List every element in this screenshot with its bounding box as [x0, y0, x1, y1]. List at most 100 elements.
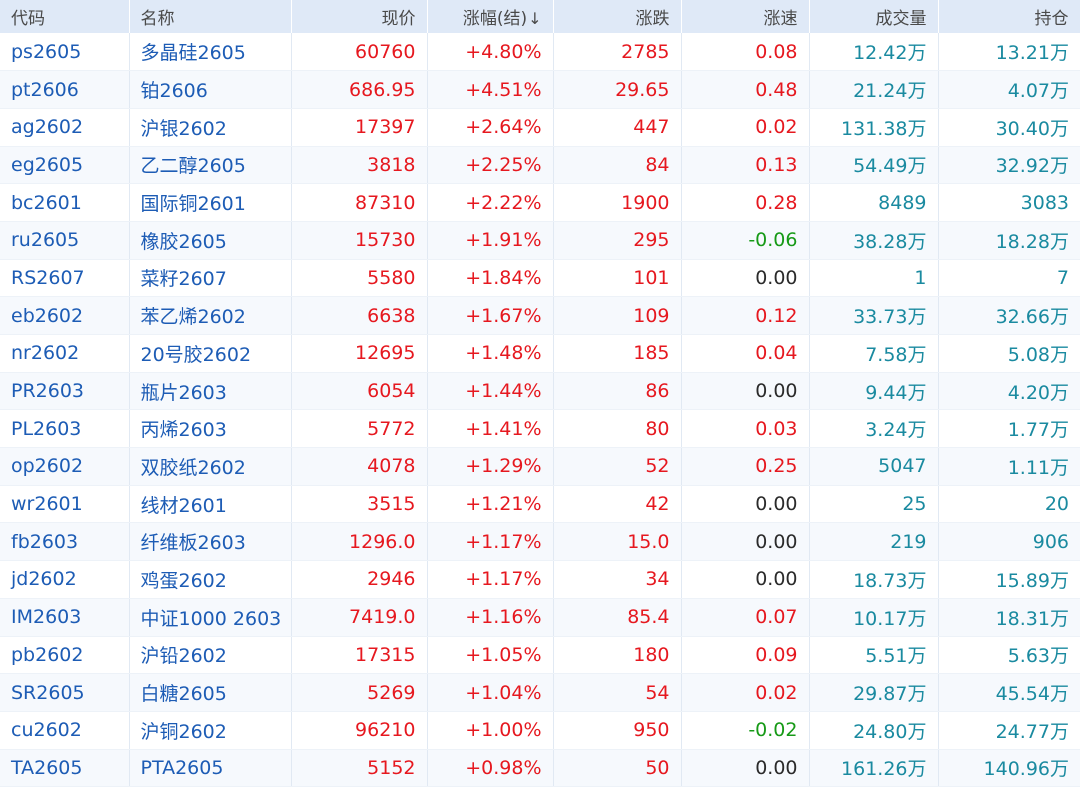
cell-volume: 131.38万: [809, 108, 939, 147]
header-change[interactable]: 涨跌: [553, 0, 682, 33]
cell-speed: 0.03: [681, 409, 810, 449]
cell-change: 180: [553, 636, 682, 675]
table-row[interactable]: ag2602 沪银2602 17397 +2.64% 447 0.02 131.38万 30.…: [0, 108, 1080, 147]
cell-volume: 7.58万: [809, 334, 939, 373]
cell-speed: 0.28: [681, 183, 810, 222]
cell-price: 17397: [291, 108, 428, 147]
cell-change-pct: +1.16%: [427, 598, 554, 637]
header-speed[interactable]: 涨速: [681, 0, 810, 33]
header-name[interactable]: 名称: [129, 0, 292, 33]
cell-open-interest: 5.08万: [938, 334, 1080, 373]
cell-name: 国际铜2601: [129, 183, 292, 222]
table-row[interactable]: jd2602 鸡蛋2602 2946 +1.17% 34 0.00 18.73万 15.89万: [0, 560, 1080, 599]
cell-change-pct: +2.25%: [427, 146, 554, 185]
cell-volume: 38.28万: [809, 221, 939, 260]
cell-change: 85.4: [553, 598, 682, 637]
cell-open-interest: 3083: [938, 183, 1080, 222]
table-row[interactable]: RS2607 菜籽2607 5580 +1.84% 101 0.00 1 7: [0, 259, 1080, 298]
cell-code: fb2603: [0, 522, 130, 562]
cell-change: 447: [553, 108, 682, 147]
table-row[interactable]: IM2603 中证1000 2603 7419.0 +1.16% 85.4 0.07 10.…: [0, 598, 1080, 637]
cell-code: wr2601: [0, 485, 130, 524]
table-row[interactable]: pt2606 铂2606 686.95 +4.51% 29.65 0.48 21.24万 4.…: [0, 70, 1080, 109]
cell-code: bc2601: [0, 183, 130, 222]
cell-open-interest: 7: [938, 259, 1080, 298]
cell-change-pct: +4.51%: [427, 70, 554, 109]
cell-change-pct: +1.44%: [427, 372, 554, 411]
table-row[interactable]: PL2603 丙烯2603 5772 +1.41% 80 0.03 3.24万 1.77万: [0, 409, 1080, 449]
cell-price: 5772: [291, 409, 428, 449]
header-open-interest[interactable]: 持仓: [938, 0, 1080, 33]
table-row[interactable]: pb2602 沪铅2602 17315 +1.05% 180 0.09 5.51万 5.63万: [0, 636, 1080, 675]
cell-open-interest: 140.96万: [938, 749, 1080, 787]
cell-open-interest: 1.77万: [938, 409, 1080, 449]
table-row[interactable]: eb2602 苯乙烯2602 6638 +1.67% 109 0.12 33.73万 32.6…: [0, 296, 1080, 335]
header-change-pct[interactable]: 涨幅(结)↓: [427, 0, 554, 33]
cell-speed: 0.00: [681, 259, 810, 298]
table-row[interactable]: PR2603 瓶片2603 6054 +1.44% 86 0.00 9.44万 4.20万: [0, 372, 1080, 411]
cell-change: 950: [553, 711, 682, 750]
cell-price: 3818: [291, 146, 428, 185]
table-row[interactable]: cu2602 沪铜2602 96210 +1.00% 950 -0.02 24.80万 24.…: [0, 711, 1080, 750]
cell-speed: 0.08: [681, 33, 810, 72]
cell-change-pct: +2.64%: [427, 108, 554, 147]
table-header: 代码 名称 现价 涨幅(结)↓ 涨跌 涨速 成交量 持仓: [0, 0, 1080, 33]
cell-code: nr2602: [0, 334, 130, 373]
table-row[interactable]: ps2605 多晶硅2605 60760 +4.80% 2785 0.08 12.42万 13…: [0, 33, 1080, 72]
table-row[interactable]: nr2602 20号胶2602 12695 +1.48% 185 0.04 7.58万 5.0…: [0, 334, 1080, 373]
table-row[interactable]: ru2605 橡胶2605 15730 +1.91% 295 -0.06 38.28万 18.…: [0, 221, 1080, 260]
cell-change: 1900: [553, 183, 682, 222]
cell-name: 中证1000 2603: [129, 598, 292, 637]
table-row[interactable]: fb2603 纤维板2603 1296.0 +1.17% 15.0 0.00 219 906: [0, 522, 1080, 562]
cell-code: cu2602: [0, 711, 130, 750]
table-row[interactable]: wr2601 线材2601 3515 +1.21% 42 0.00 25 20: [0, 485, 1080, 524]
cell-volume: 18.73万: [809, 560, 939, 599]
cell-change-pct: +1.29%: [427, 447, 554, 486]
cell-open-interest: 45.54万: [938, 673, 1080, 712]
cell-speed: 0.00: [681, 522, 810, 562]
cell-change-pct: +4.80%: [427, 33, 554, 72]
cell-code: eb2602: [0, 296, 130, 335]
cell-speed: 0.02: [681, 108, 810, 147]
cell-price: 17315: [291, 636, 428, 675]
cell-price: 6054: [291, 372, 428, 411]
header-price[interactable]: 现价: [291, 0, 428, 33]
cell-open-interest: 4.07万: [938, 70, 1080, 109]
table-row[interactable]: op2602 双胶纸2602 4078 +1.29% 52 0.25 5047 1.11万: [0, 447, 1080, 486]
cell-code: RS2607: [0, 259, 130, 298]
cell-open-interest: 4.20万: [938, 372, 1080, 411]
cell-name: 纤维板2603: [129, 522, 292, 562]
cell-code: SR2605: [0, 673, 130, 712]
cell-volume: 24.80万: [809, 711, 939, 750]
header-change-pct-label: 涨幅(结): [462, 9, 528, 29]
table-row[interactable]: SR2605 白糖2605 5269 +1.04% 54 0.02 29.87万 45.54万: [0, 673, 1080, 712]
cell-change: 80: [553, 409, 682, 449]
cell-volume: 3.24万: [809, 409, 939, 449]
cell-code: ag2602: [0, 108, 130, 147]
header-volume[interactable]: 成交量: [809, 0, 939, 33]
header-code[interactable]: 代码: [0, 0, 130, 33]
cell-code: pt2606: [0, 70, 130, 109]
cell-change-pct: +1.04%: [427, 673, 554, 712]
cell-volume: 33.73万: [809, 296, 939, 335]
cell-change: 42: [553, 485, 682, 524]
cell-change-pct: +1.48%: [427, 334, 554, 373]
cell-name: 沪铅2602: [129, 636, 292, 675]
cell-price: 5269: [291, 673, 428, 712]
cell-open-interest: 18.28万: [938, 221, 1080, 260]
table-row[interactable]: bc2601 国际铜2601 87310 +2.22% 1900 0.28 8489 3083: [0, 183, 1080, 222]
cell-price: 3515: [291, 485, 428, 524]
cell-change: 86: [553, 372, 682, 411]
cell-change-pct: +2.22%: [427, 183, 554, 222]
cell-volume: 21.24万: [809, 70, 939, 109]
cell-change: 101: [553, 259, 682, 298]
cell-change-pct: +1.91%: [427, 221, 554, 260]
table-row[interactable]: eg2605 乙二醇2605 3818 +2.25% 84 0.13 54.49万 32.92…: [0, 146, 1080, 185]
cell-change-pct: +1.84%: [427, 259, 554, 298]
cell-code: PR2603: [0, 372, 130, 411]
cell-open-interest: 1.11万: [938, 447, 1080, 486]
table-row[interactable]: TA2605 PTA2605 5152 +0.98% 50 0.00 161.26万 140.…: [0, 749, 1080, 787]
cell-speed: 0.13: [681, 146, 810, 185]
cell-volume: 1: [809, 259, 939, 298]
